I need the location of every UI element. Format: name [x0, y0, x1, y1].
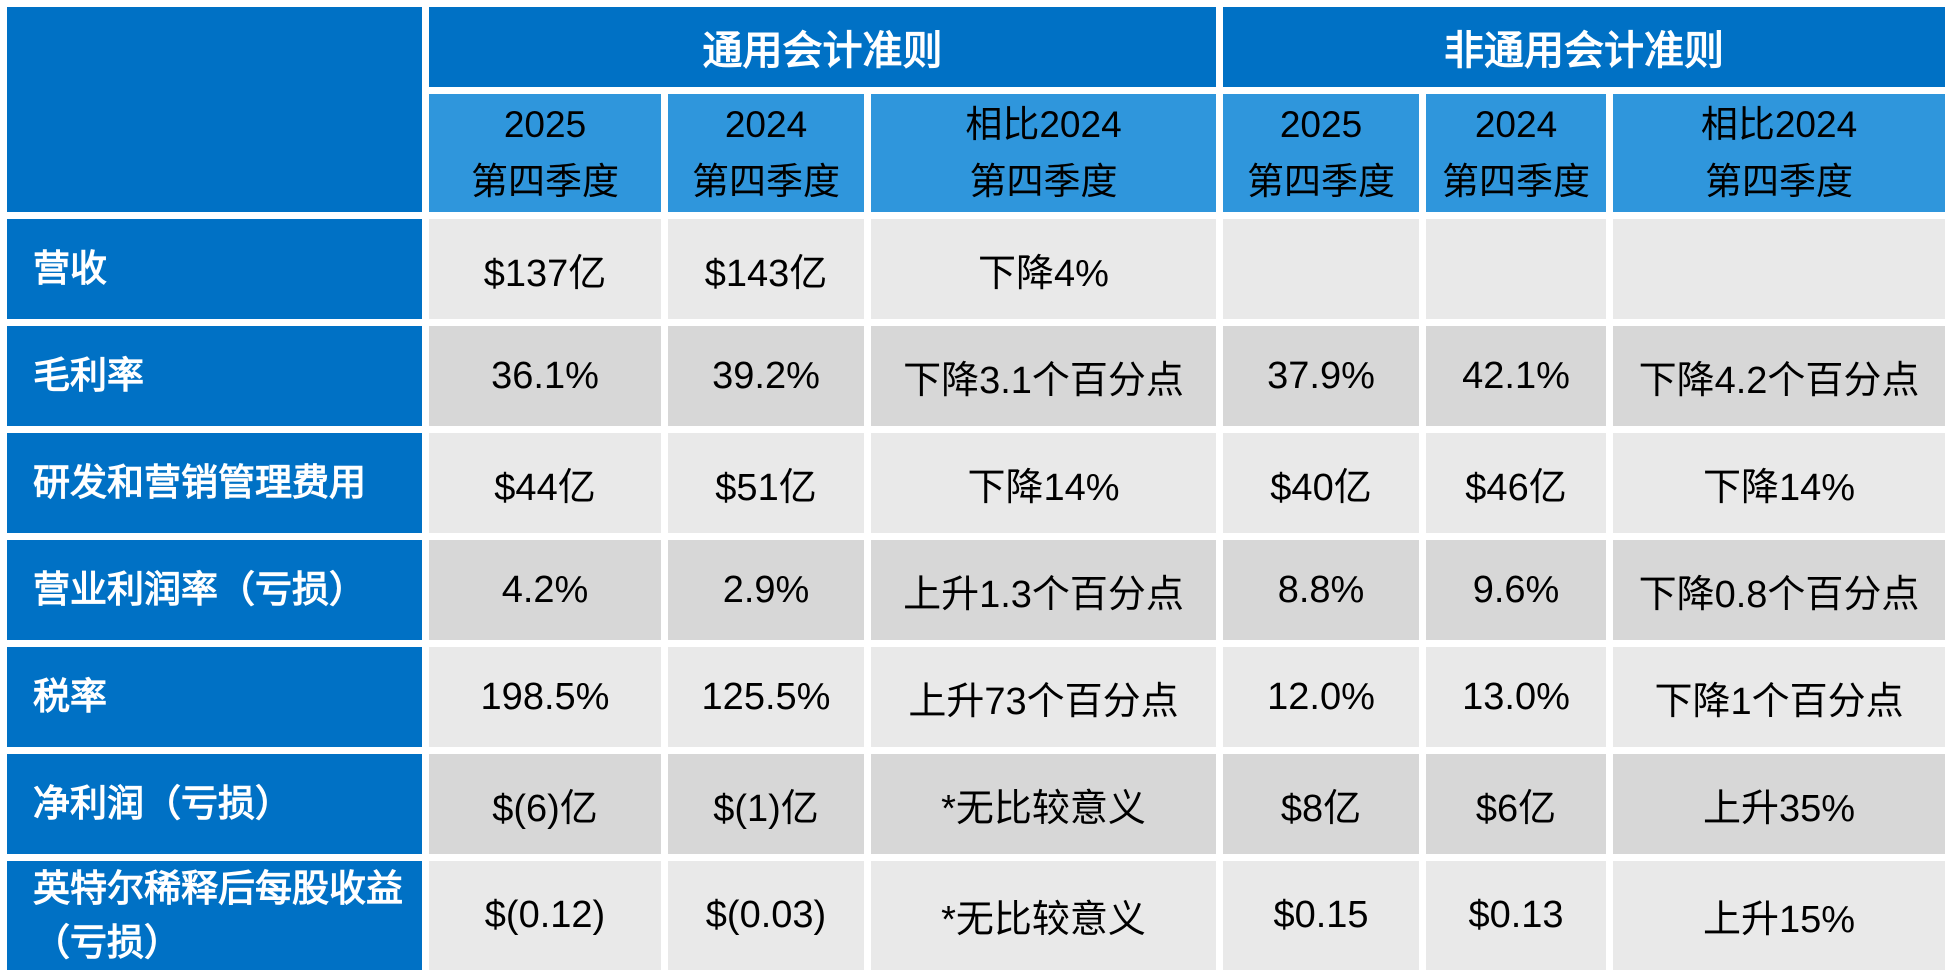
row-label: 研发和营销管理费用 [7, 433, 422, 533]
cell-value: $44亿 [429, 433, 661, 533]
cell-value: $40亿 [1223, 433, 1419, 533]
cell-value: *无比较意义 [871, 861, 1216, 971]
cell-value: 下降4.2个百分点 [1613, 326, 1946, 426]
cell-value: $6亿 [1426, 754, 1606, 854]
cell-value: 下降14% [1613, 433, 1946, 533]
cell-value: $(0.12) [429, 861, 661, 971]
cell-value: 2.9% [668, 540, 864, 640]
cell-value: 37.9% [1223, 326, 1419, 426]
group-header-gaap: 通用会计准则 [429, 7, 1216, 87]
cell-value: 上升1.3个百分点 [871, 540, 1216, 640]
col-header-gaap-vs-2024: 相比2024 第四季度 [871, 94, 1216, 212]
header-sub-row: 2025 第四季度 2024 第四季度 相比2024 第四季度 2025 第四季… [7, 94, 1946, 212]
row-label: 毛利率 [7, 326, 422, 426]
cell-value: 下降1个百分点 [1613, 647, 1946, 747]
table-row-revenue: 营收 $137亿 $143亿 下降4% [7, 219, 1946, 319]
cell-value: $0.15 [1223, 861, 1419, 971]
cell-value: 上升73个百分点 [871, 647, 1216, 747]
cell-value: 42.1% [1426, 326, 1606, 426]
cell-value: $0.13 [1426, 861, 1606, 971]
cell-value: 9.6% [1426, 540, 1606, 640]
cell-value [1426, 219, 1606, 319]
row-label: 营收 [7, 219, 422, 319]
cell-value: 12.0% [1223, 647, 1419, 747]
cell-value: $137亿 [429, 219, 661, 319]
cell-value: 上升15% [1613, 861, 1946, 971]
cell-value: 125.5% [668, 647, 864, 747]
cell-value: 上升35% [1613, 754, 1946, 854]
cell-value: 198.5% [429, 647, 661, 747]
cell-value: 下降4% [871, 219, 1216, 319]
col-header-gaap-q4-2024: 2024 第四季度 [668, 94, 864, 212]
cell-value: $143亿 [668, 219, 864, 319]
cell-value: 39.2% [668, 326, 864, 426]
corner-cell [7, 7, 422, 212]
cell-value: 8.8% [1223, 540, 1419, 640]
row-label: 英特尔稀释后每股收益 （亏损） [7, 861, 422, 971]
group-header-non-gaap: 非通用会计准则 [1223, 7, 1946, 87]
cell-value: $(1)亿 [668, 754, 864, 854]
row-label: 净利润（亏损） [7, 754, 422, 854]
cell-value: $51亿 [668, 433, 864, 533]
cell-value: *无比较意义 [871, 754, 1216, 854]
cell-value [1223, 219, 1419, 319]
cell-value: $(0.03) [668, 861, 864, 971]
cell-value: 下降14% [871, 433, 1216, 533]
cell-value: $8亿 [1223, 754, 1419, 854]
table-row-net-income: 净利润（亏损） $(6)亿 $(1)亿 *无比较意义 $8亿 $6亿 上升35% [7, 754, 1946, 854]
header-group-row: 通用会计准则 非通用会计准则 [7, 7, 1946, 212]
col-header-nongaap-q4-2024: 2024 第四季度 [1426, 94, 1606, 212]
cell-value: 4.2% [429, 540, 661, 640]
col-header-nongaap-vs-2024: 相比2024 第四季度 [1613, 94, 1946, 212]
table-row-tax-rate: 税率 198.5% 125.5% 上升73个百分点 12.0% 13.0% 下降… [7, 647, 1946, 747]
cell-value: 13.0% [1426, 647, 1606, 747]
table-row-gross-margin: 毛利率 36.1% 39.2% 下降3.1个百分点 37.9% 42.1% 下降… [7, 326, 1946, 426]
table-row-operating-margin: 营业利润率（亏损） 4.2% 2.9% 上升1.3个百分点 8.8% 9.6% … [7, 540, 1946, 640]
col-header-nongaap-q4-2025: 2025 第四季度 [1223, 94, 1419, 212]
cell-value: 下降0.8个百分点 [1613, 540, 1946, 640]
row-label: 税率 [7, 647, 422, 747]
cell-value: $(6)亿 [429, 754, 661, 854]
cell-value [1613, 219, 1946, 319]
col-header-gaap-q4-2025: 2025 第四季度 [429, 94, 661, 212]
row-label: 营业利润率（亏损） [7, 540, 422, 640]
cell-value: $46亿 [1426, 433, 1606, 533]
table-row-rd-mga-spending: 研发和营销管理费用 $44亿 $51亿 下降14% $40亿 $46亿 下降14… [7, 433, 1946, 533]
table-row-diluted-eps: 英特尔稀释后每股收益 （亏损） $(0.12) $(0.03) *无比较意义 $… [7, 861, 1946, 971]
cell-value: 36.1% [429, 326, 661, 426]
cell-value: 下降3.1个百分点 [871, 326, 1216, 426]
